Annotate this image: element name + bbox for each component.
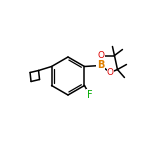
Text: O: O [107,68,114,77]
Text: F: F [87,90,92,100]
Text: O: O [98,51,105,60]
Text: B: B [97,60,104,71]
